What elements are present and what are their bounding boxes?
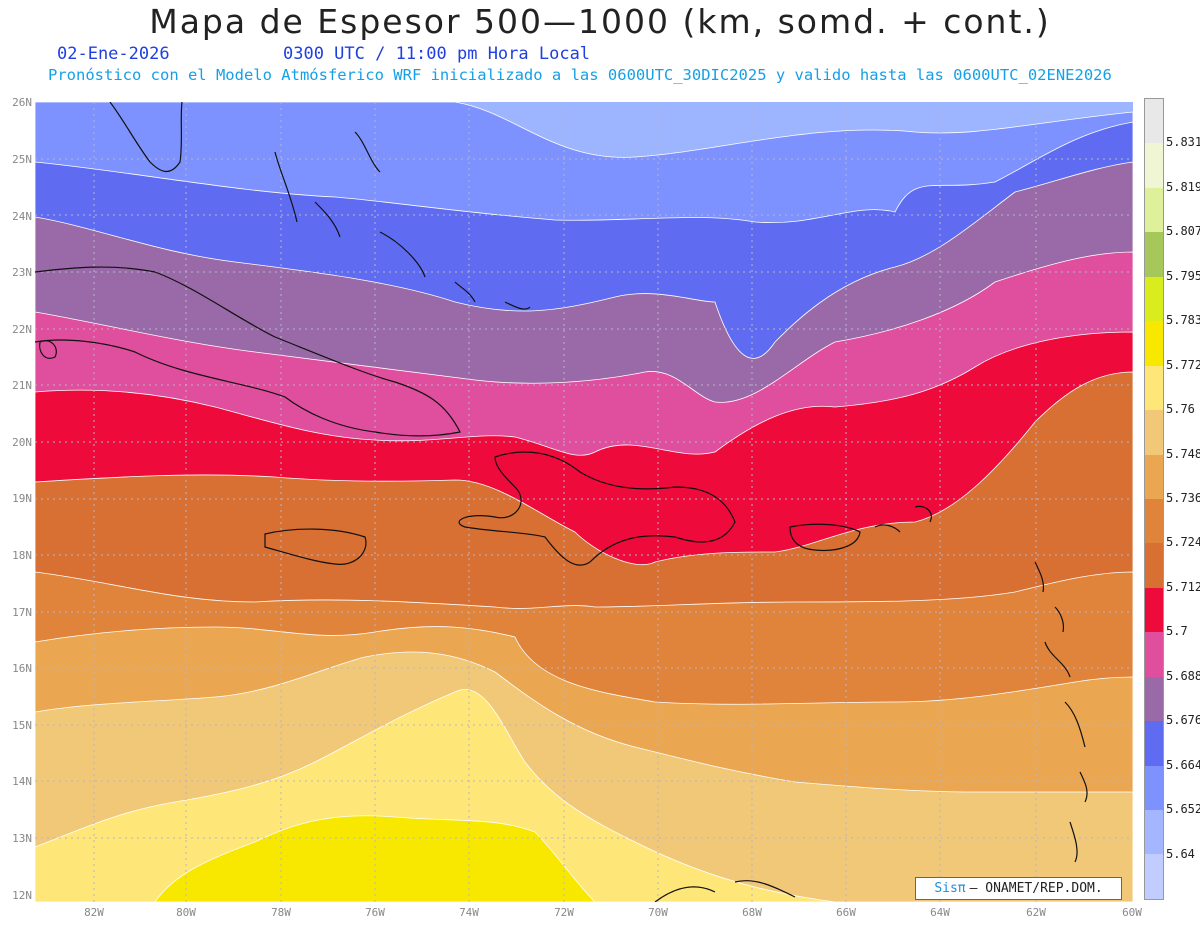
cuba-coast xyxy=(35,266,461,437)
legend-label: 5.724 xyxy=(1166,535,1200,550)
legend-label: 5.76 xyxy=(1166,402,1195,417)
legend-swatch xyxy=(1145,765,1163,810)
legend-label: 5.676 xyxy=(1166,713,1200,728)
legend-label: 5.7 xyxy=(1166,624,1188,639)
credit-brand: Sisπ xyxy=(934,881,966,896)
lon-label: 66W xyxy=(836,906,856,919)
lon-label: 74W xyxy=(459,906,479,919)
lon-label: 82W xyxy=(84,906,104,919)
legend-label: 5.712 xyxy=(1166,579,1200,594)
forecast-date: 02-Ene-2026 xyxy=(57,44,170,64)
legend-label: 5.664 xyxy=(1166,757,1200,772)
bahamas-islands xyxy=(274,131,531,310)
lat-label: 16N xyxy=(12,662,32,675)
legend-swatch xyxy=(1145,587,1163,633)
legend-label: 5.652 xyxy=(1166,802,1200,817)
lon-label: 68W xyxy=(742,906,762,919)
legend-label: 5.831 xyxy=(1166,135,1200,150)
forecast-description: Pronóstico con el Modelo Atmósferico WRF… xyxy=(48,66,1112,84)
lon-label: 62W xyxy=(1026,906,1046,919)
lon-label: 60W xyxy=(1122,906,1142,919)
legend-label: 5.772 xyxy=(1166,357,1200,372)
legend-swatch xyxy=(1145,187,1163,233)
legend-swatch xyxy=(1145,410,1163,455)
lon-label: 70W xyxy=(648,906,668,919)
lat-label: 26N xyxy=(12,96,32,109)
legend-swatch xyxy=(1145,143,1163,188)
grid-lines xyxy=(35,102,1133,902)
legend-swatch xyxy=(1145,676,1163,722)
map-title: Mapa de Espesor 500—1000 (km, somd. + co… xyxy=(149,2,1051,41)
thickness-map xyxy=(35,102,1133,902)
legend-swatch xyxy=(1145,276,1163,322)
lon-label: 78W xyxy=(271,906,291,919)
south-american-coast xyxy=(654,880,796,902)
legend-label: 5.807 xyxy=(1166,224,1200,239)
lat-label: 13N xyxy=(12,832,32,845)
legend-swatch xyxy=(1145,543,1163,588)
hispaniola-coast xyxy=(458,451,736,566)
lat-label: 24N xyxy=(12,210,32,223)
isla-juventud xyxy=(39,340,57,359)
lon-label: 64W xyxy=(930,906,950,919)
legend-swatch xyxy=(1145,321,1163,366)
credit-box: Sisπ – ONAMET/REP.DOM. xyxy=(915,877,1122,900)
lat-label: 15N xyxy=(12,719,32,732)
legend-label: 5.819 xyxy=(1166,179,1200,194)
legend-label: 5.736 xyxy=(1166,491,1200,505)
legend-label: 5.64 xyxy=(1166,846,1195,861)
legend-swatch xyxy=(1145,365,1163,411)
legend-label: 5.688 xyxy=(1166,668,1200,683)
legend-swatch xyxy=(1145,232,1163,277)
lon-label: 72W xyxy=(554,906,574,919)
legend-swatch xyxy=(1145,810,1163,855)
lat-label: 23N xyxy=(12,266,32,279)
lat-label: 12N xyxy=(12,889,32,902)
legend-swatch xyxy=(1145,721,1163,766)
lesser-antilles xyxy=(1034,561,1088,863)
credit-text: – ONAMET/REP.DOM. xyxy=(969,881,1103,896)
puerto-rico-coast xyxy=(789,523,861,552)
legend-label: 5.748 xyxy=(1166,446,1200,461)
coastlines xyxy=(35,102,1088,902)
lat-label: 25N xyxy=(12,153,32,166)
lat-label: 14N xyxy=(12,775,32,788)
virgin-islands xyxy=(874,505,932,533)
color-legend xyxy=(1144,98,1164,900)
legend-swatch xyxy=(1145,99,1163,144)
florida-coast xyxy=(109,102,183,172)
jamaica-coast xyxy=(264,528,367,565)
lat-label: 20N xyxy=(12,436,32,449)
lat-label: 18N xyxy=(12,549,32,562)
legend-label: 5.783 xyxy=(1166,313,1200,328)
lat-label: 17N xyxy=(12,606,32,619)
legend-swatch xyxy=(1145,632,1163,677)
forecast-time: 0300 UTC / 11:00 pm Hora Local xyxy=(283,44,591,64)
legend-swatch xyxy=(1145,854,1163,899)
lon-label: 80W xyxy=(176,906,196,919)
lat-label: 19N xyxy=(12,492,32,505)
lat-label: 21N xyxy=(12,379,32,392)
lat-label: 22N xyxy=(12,323,32,336)
lon-label: 76W xyxy=(365,906,385,919)
legend-label: 5.795 xyxy=(1166,268,1200,283)
legend-swatch xyxy=(1145,454,1163,499)
legend-swatch xyxy=(1145,498,1163,544)
